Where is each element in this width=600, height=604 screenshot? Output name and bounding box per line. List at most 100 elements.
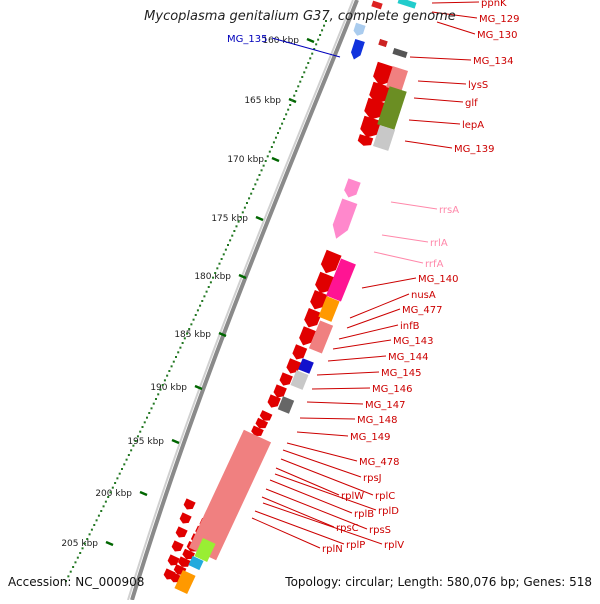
map-title: Mycoplasma genitalium G37, complete geno… — [144, 9, 456, 24]
gene-feature-arrow — [320, 249, 342, 274]
gene-feature-block — [188, 555, 204, 571]
scale-dot — [212, 276, 215, 279]
scale-dot — [121, 468, 123, 470]
gene-leader-line — [327, 355, 387, 362]
scale-dot — [293, 94, 296, 97]
scale-dot — [285, 113, 288, 116]
scale-dot — [136, 435, 139, 438]
gene-leader-line — [316, 371, 380, 376]
gene-label-rplb: rplB — [354, 509, 374, 520]
gene-feature-block — [392, 47, 408, 59]
scale-dot — [179, 346, 182, 349]
gene-leader-line — [269, 479, 353, 514]
scale-dot — [264, 160, 267, 162]
gene-feature-block — [188, 429, 272, 561]
scale-dot — [118, 472, 121, 475]
scale-dot — [185, 332, 188, 335]
gene-label-mg_134: MG_134 — [473, 56, 513, 67]
gene-feature-arrow — [360, 115, 382, 138]
scale-dot — [256, 178, 259, 181]
scale-dot — [201, 300, 204, 302]
scale-dot — [148, 412, 151, 414]
scale-dot — [86, 538, 89, 540]
gene-label-rplv: rplV — [384, 540, 404, 551]
scale-dot — [181, 342, 184, 344]
gene-feature-arrow — [304, 308, 322, 328]
gene-leader-line — [349, 293, 410, 319]
gene-feature-arrow — [251, 425, 264, 436]
scale-dot — [157, 393, 160, 396]
scale-dot — [295, 90, 298, 92]
scale-tick-mark — [306, 37, 315, 44]
gene-label-rpss: rpsS — [369, 525, 391, 536]
gene-leader-line — [271, 37, 341, 58]
gene-feature-arrow — [163, 568, 176, 580]
scale-dot — [279, 127, 282, 130]
scale-dot — [243, 206, 246, 209]
gene-feature-arrow — [286, 358, 302, 374]
gene-leader-line — [280, 458, 374, 496]
scale-tick-label: 200 kbp — [95, 489, 132, 499]
scale-dot — [281, 122, 284, 125]
scale-dot — [114, 482, 117, 484]
scale-dot — [218, 262, 221, 265]
gene-leader-line — [254, 510, 345, 545]
gene-feature-arrow — [182, 548, 195, 560]
gene-feature-block — [326, 258, 356, 302]
gene-feature-arrow — [171, 540, 184, 552]
scale-dot — [307, 62, 310, 64]
scale-dot — [152, 402, 155, 405]
gene-feature-block — [318, 296, 340, 322]
scale-dot — [102, 505, 105, 508]
gene-label-mg_146: MG_146 — [372, 384, 412, 395]
scale-dot — [183, 337, 186, 340]
scale-dot — [321, 29, 324, 32]
scale-dot — [100, 510, 103, 512]
gene-feature-block — [372, 125, 396, 151]
gene-leader-line — [262, 502, 383, 545]
gene-labels-layer: ppnK MG_129 MG_130 MG_135 MG_134 lysS glf lepA M… — [227, 0, 519, 555]
scale-dot — [323, 24, 326, 27]
scale-dot — [205, 290, 208, 293]
gene-feature-arrow — [332, 198, 358, 239]
scale-dot — [74, 561, 77, 564]
scale-dot — [88, 533, 91, 536]
gene-feature-block — [371, 0, 383, 10]
features-layer — [163, 0, 417, 595]
scale-dot — [303, 71, 306, 74]
gene-label-rpsc: rpsC — [336, 523, 359, 534]
scale-dot — [207, 286, 210, 288]
scale-dot — [299, 80, 302, 83]
scale-tick-label: 175 kbp — [211, 214, 248, 224]
gene-label-lepa: lepA — [462, 120, 484, 131]
scale-dot — [170, 365, 173, 368]
scale-dot — [309, 57, 312, 60]
scale-tick-mark — [218, 331, 227, 338]
scale-dot — [214, 272, 217, 274]
scale-dot — [289, 104, 292, 106]
gene-feature-block — [290, 370, 309, 390]
gene-label-rrfa: rrfA — [425, 259, 444, 270]
gene-label-mg_148: MG_148 — [357, 415, 397, 426]
scale-dot — [111, 486, 114, 489]
scale-dot — [262, 164, 265, 167]
gene-leader-line — [282, 449, 362, 478]
gene-feature-arrow — [279, 372, 293, 386]
gene-feature-block — [377, 86, 407, 130]
scale-dot — [95, 519, 98, 522]
scale-dot — [97, 514, 100, 517]
gene-label-mg_135: MG_135 — [227, 34, 267, 45]
scale-dot — [190, 323, 193, 326]
scale-dot — [237, 220, 240, 223]
gene-leader-line — [431, 11, 478, 19]
scale-dot — [311, 52, 314, 55]
scale-dot — [250, 192, 253, 195]
scale-tick-mark — [194, 384, 203, 391]
gene-label-rplc: rplC — [375, 491, 395, 502]
gene-label-rpld: rplD — [378, 506, 399, 517]
gene-leader-line — [390, 201, 438, 210]
gene-label-mg_130: MG_130 — [477, 30, 517, 41]
scale-dot — [139, 430, 142, 433]
scale-dot — [130, 449, 133, 452]
